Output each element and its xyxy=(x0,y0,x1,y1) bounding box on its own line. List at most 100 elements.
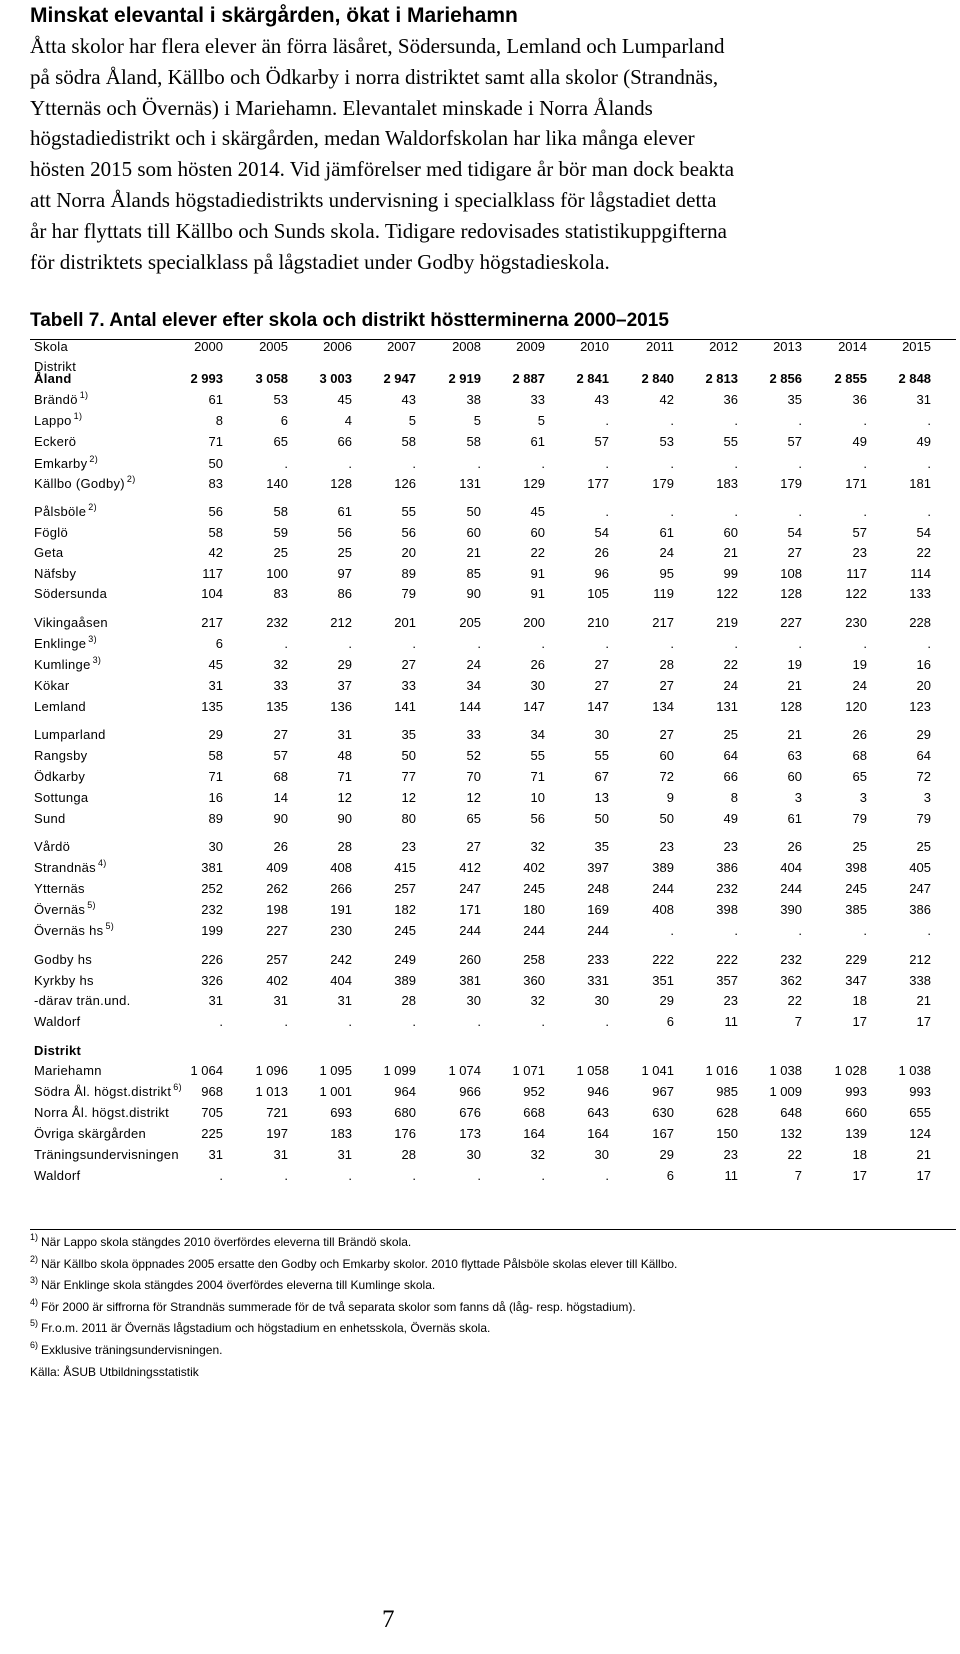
table-cell: 222 xyxy=(652,952,674,967)
table-cell: 30 xyxy=(594,993,609,1008)
table-cell: 398 xyxy=(845,860,867,875)
table-cell: 655 xyxy=(909,1105,931,1120)
table-cell: . xyxy=(927,456,931,471)
table-cell: 91 xyxy=(530,566,545,581)
table-cell: 97 xyxy=(337,566,352,581)
table-cell: . xyxy=(670,413,674,428)
table-row: Rangsby 58 57 48 50 52 55 55 60 64 63 68 64 xyxy=(30,746,956,765)
table-cell: 34 xyxy=(466,678,481,693)
table-cell: 28 xyxy=(337,839,352,854)
footnote: Källa: ÅSUB Utbildningsstatistik xyxy=(30,1362,677,1384)
table-cell: 30 xyxy=(208,839,223,854)
table-cell: 90 xyxy=(466,586,481,601)
table-cell: 2 813 xyxy=(705,371,738,386)
table-cell: 21 xyxy=(723,545,738,560)
table-cell: 59 xyxy=(273,525,288,540)
table-cell: 135 xyxy=(266,699,288,714)
table-cell: . xyxy=(670,504,674,519)
footnote-text: Fr.o.m. 2011 är Övernäs lågstadium och h… xyxy=(41,1321,491,1336)
table-cell: 3 xyxy=(794,790,802,805)
column-header-year: 2000 xyxy=(194,339,223,354)
table-cell: . xyxy=(927,636,931,651)
column-header-district: Distrikt xyxy=(34,359,77,374)
table-cell: 262 xyxy=(266,881,288,896)
table-cell: 50 xyxy=(659,811,674,826)
table-cell: 58 xyxy=(273,504,288,519)
table-cell: 244 xyxy=(459,923,481,938)
row-label: Sund xyxy=(34,811,66,826)
table-cell: 25 xyxy=(337,545,352,560)
table-cell: 150 xyxy=(716,1126,738,1141)
row-label: Kumlinge 3) xyxy=(34,655,102,673)
row-label: Södra Ål. högst.distrikt 6) xyxy=(34,1082,182,1100)
table-row: Föglö 58 59 56 56 60 60 54 61 60 54 57 54 xyxy=(30,523,956,542)
table-cell: 45 xyxy=(337,392,352,407)
table-cell: 357 xyxy=(716,973,738,988)
table-cell: 182 xyxy=(394,902,416,917)
table-cell: 232 xyxy=(716,881,738,896)
table-cell: 20 xyxy=(916,678,931,693)
table-cell: . xyxy=(412,1168,416,1183)
table-cell: 26 xyxy=(594,545,609,560)
table-cell: 43 xyxy=(594,392,609,407)
table-cell: . xyxy=(670,636,674,651)
table-row: Sund 89 90 90 80 65 56 50 50 49 61 79 79 xyxy=(30,809,956,828)
table-cell: 141 xyxy=(394,699,416,714)
table-row: Brändö 1) 61 53 45 43 38 33 43 42 36 35 36 31 xyxy=(30,390,956,409)
table-cell: . xyxy=(541,636,545,651)
table-cell: 230 xyxy=(845,615,867,630)
table-cell: . xyxy=(927,923,931,938)
table-cell: 222 xyxy=(716,952,738,967)
table-cell: 1 038 xyxy=(769,1063,802,1078)
table-cell: 7 xyxy=(794,1168,802,1183)
table-cell: 245 xyxy=(523,881,545,896)
table-cell: 5 xyxy=(537,413,545,428)
table-cell: 1 001 xyxy=(319,1084,352,1099)
table-cell: 147 xyxy=(523,699,545,714)
table-cell: 128 xyxy=(780,699,802,714)
table-cell: 22 xyxy=(723,657,738,672)
table-cell: 252 xyxy=(201,881,223,896)
table-cell: 169 xyxy=(587,902,609,917)
paragraph-line: år har flyttats till Källbo och Sunds sk… xyxy=(30,218,727,243)
footnote-marker: 5) xyxy=(30,1318,39,1329)
table-cell: 105 xyxy=(587,586,609,601)
table-row: Lappo 1) 8 6 4 5 5 5...... xyxy=(30,411,956,430)
table-cell: 48 xyxy=(337,748,352,763)
table-cell: 25 xyxy=(273,545,288,560)
table-cell: 946 xyxy=(587,1084,609,1099)
table-cell: 60 xyxy=(787,769,802,784)
table-cell: 381 xyxy=(459,973,481,988)
table-cell: 412 xyxy=(459,860,481,875)
table-cell: 968 xyxy=(201,1084,223,1099)
column-header-year: 2009 xyxy=(516,339,545,354)
paragraph-line: Åtta skolor har flera elever än förra lä… xyxy=(30,34,725,58)
table-cell: 219 xyxy=(716,615,738,630)
table-row: Ytternäs 252 262 266 257 247 245 248 244 232 244 24… xyxy=(30,879,956,898)
table-cell: 11 xyxy=(724,1014,739,1029)
table-row: Vårdö 30 26 28 23 27 32 35 23 23 26 25 25 xyxy=(30,837,956,856)
table-cell: 117 xyxy=(202,566,223,581)
footnote-text: För 2000 är siffrorna för Strandnäs summ… xyxy=(41,1299,636,1314)
row-label: Rangsby xyxy=(34,748,88,763)
table-cell: . xyxy=(927,413,931,428)
table-cell: 1 064 xyxy=(190,1063,223,1078)
row-label: Godby hs xyxy=(34,952,93,967)
table-cell: . xyxy=(798,923,802,938)
table-cell: 227 xyxy=(780,615,802,630)
table-cell: 386 xyxy=(909,902,931,917)
table-cell: 8 xyxy=(215,413,223,428)
table-cell: 967 xyxy=(652,1084,674,1099)
table-cell: 21 xyxy=(916,993,931,1008)
table-cell: 173 xyxy=(459,1126,481,1141)
table-cell: 29 xyxy=(208,727,223,742)
table-cell: 19 xyxy=(852,657,867,672)
table-cell: 408 xyxy=(652,902,674,917)
table-row: Kökar 31 33 37 33 34 30 27 27 24 21 24 20 xyxy=(30,676,956,695)
table-cell: 389 xyxy=(394,973,416,988)
table-cell: 131 xyxy=(459,476,481,491)
footnote-marker: 2) xyxy=(89,454,98,464)
table-cell: 23 xyxy=(852,545,867,560)
table-cell: 64 xyxy=(723,748,738,763)
table-cell: 31 xyxy=(337,993,352,1008)
